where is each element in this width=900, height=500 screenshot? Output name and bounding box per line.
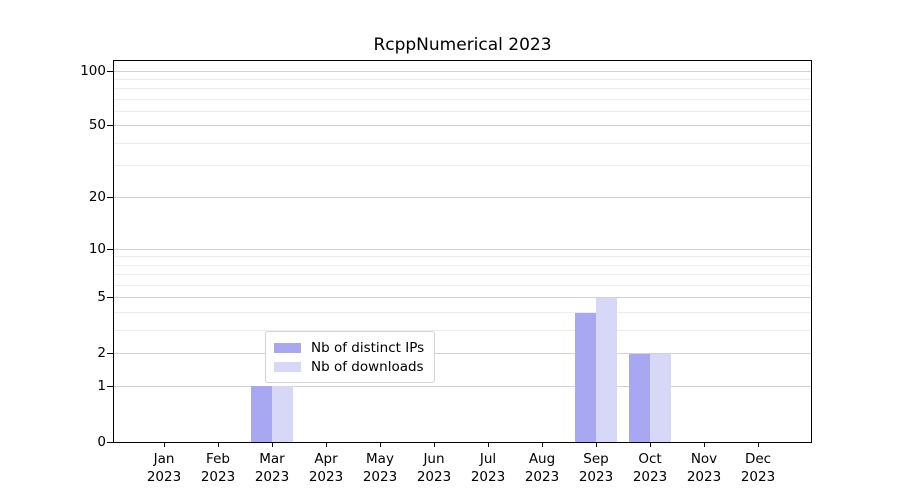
plot-area: 0 1 2 5 10 20 50 100 Jan 2023 Feb 2023 Mar 2023 Apr 202… (80, 60, 812, 485)
y-axis-label: 1 (97, 377, 106, 394)
y-axis-label: 5 (97, 289, 106, 306)
gridline-minor (114, 98, 811, 100)
x-axis-tick (218, 442, 219, 447)
x-axis-tick (434, 442, 435, 447)
x-axis-label: Dec 2023 (740, 451, 776, 485)
bar-distinct-ips (251, 386, 272, 442)
x-axis-tick (326, 442, 327, 447)
bar-distinct-ips (575, 312, 596, 442)
x-axis-tick (542, 442, 543, 447)
bar-downloads (272, 386, 293, 442)
y-axis-label: 10 (88, 240, 106, 257)
bar-downloads (650, 353, 671, 442)
gridline-major (114, 196, 811, 198)
gridline-minor (114, 285, 811, 287)
x-axis-label: Apr 2023 (308, 451, 344, 485)
x-axis-label: Feb 2023 (200, 451, 236, 485)
y-axis-tick (107, 353, 113, 355)
y-axis-tick (107, 70, 113, 72)
x-axis-tick (650, 442, 651, 447)
gridline-major (114, 297, 811, 299)
gridline-minor (114, 111, 811, 113)
gridline-minor (114, 312, 811, 314)
legend-swatch (274, 342, 301, 353)
x-axis-label: Jul 2023 (470, 451, 506, 485)
legend-item: Nb of distinct IPs (274, 338, 424, 357)
x-axis-label: Jun 2023 (416, 451, 452, 485)
x-axis-label: Jan 2023 (146, 451, 182, 485)
x-axis-tick (488, 442, 489, 447)
legend-item: Nb of downloads (274, 357, 424, 376)
y-axis-tick (107, 196, 113, 198)
legend-item-label: Nb of downloads (311, 358, 424, 375)
x-axis-label: Nov 2023 (686, 451, 722, 485)
gridline-minor (114, 264, 811, 266)
y-axis-label: 50 (88, 117, 106, 134)
gridline-major (114, 248, 811, 250)
legend: Nb of distinct IPs Nb of downloads (265, 331, 436, 383)
gridline-minor (114, 256, 811, 258)
gridline-minor (114, 330, 811, 332)
y-axis-tick (107, 297, 113, 299)
gridline-major (114, 125, 811, 127)
x-axis-tick (164, 442, 165, 447)
x-axis-tick (704, 442, 705, 447)
gridline-minor (114, 274, 811, 276)
gridline-major (114, 353, 811, 355)
x-axis-tick (380, 442, 381, 447)
gridline-minor (114, 78, 811, 80)
y-axis-label: 2 (97, 345, 106, 362)
bar-downloads (596, 297, 617, 442)
gridline-minor (114, 88, 811, 90)
y-axis-label: 0 (97, 433, 106, 450)
x-axis-tick (272, 442, 273, 447)
y-axis-tick (107, 441, 113, 443)
legend-item-label: Nb of distinct IPs (311, 339, 425, 356)
chart-title: RcppNumerical 2023 (373, 35, 552, 55)
y-axis-tick (107, 385, 113, 387)
x-axis-label: May 2023 (362, 451, 398, 485)
x-axis-label: Aug 2023 (524, 451, 560, 485)
legend-swatch (274, 361, 301, 372)
x-axis-label: Mar 2023 (254, 451, 290, 485)
x-axis-tick (758, 442, 759, 447)
gridline-major (114, 70, 811, 72)
gridline-major (114, 385, 811, 387)
gridline-minor (114, 165, 811, 167)
y-axis-label: 100 (80, 62, 106, 79)
bar-distinct-ips (629, 353, 650, 442)
gridline-minor (114, 142, 811, 144)
x-axis-label: Oct 2023 (632, 451, 668, 485)
x-axis-tick (596, 442, 597, 447)
x-axis-label: Sep 2023 (578, 451, 614, 485)
y-axis-tick (107, 125, 113, 127)
y-axis-label: 20 (88, 188, 106, 205)
y-axis-tick (107, 248, 113, 250)
